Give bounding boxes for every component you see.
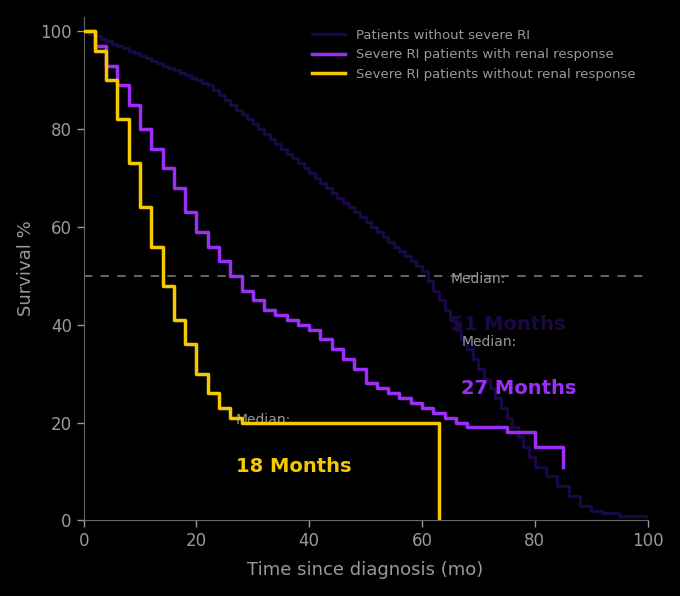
Text: Median:: Median: [236,414,291,427]
Legend: Patients without severe RI, Severe RI patients with renal response, Severe RI pa: Patients without severe RI, Severe RI pa… [307,23,641,86]
Text: 27 Months: 27 Months [462,378,577,398]
Text: 18 Months: 18 Months [236,457,352,476]
Text: Median:: Median: [450,272,505,285]
Text: Median:: Median: [462,335,517,349]
X-axis label: Time since diagnosis (mo): Time since diagnosis (mo) [248,561,483,579]
Y-axis label: Survival %: Survival % [17,221,35,316]
Text: 51 Months: 51 Months [450,315,566,334]
